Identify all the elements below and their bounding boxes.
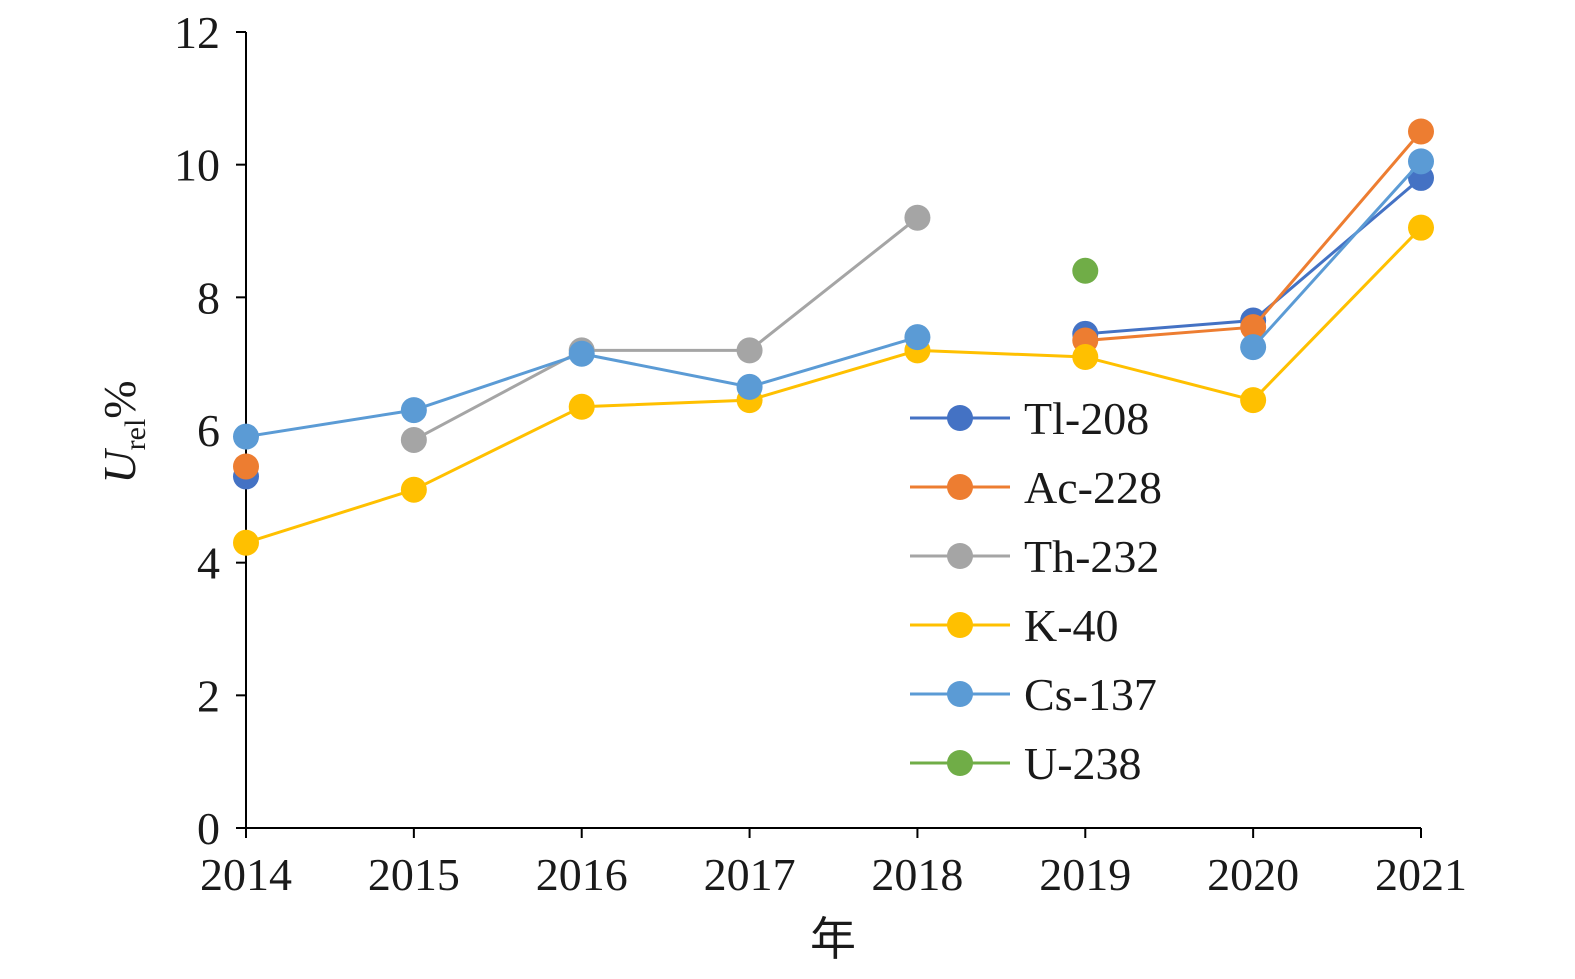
data-point-cs-137-2015: [400, 397, 427, 424]
y-ticks: 0 2 4 6 8 10 12: [174, 7, 246, 854]
legend-label: K-40: [1024, 600, 1119, 651]
series-line-segment: [244, 408, 416, 439]
y-axis-title: Urel%: [94, 380, 152, 483]
legend-item: Ac-228: [910, 462, 1162, 513]
series-line-segment: [915, 348, 1087, 359]
legend-item: K-40: [910, 600, 1119, 651]
legend-marker-swatch: [947, 543, 973, 569]
x-tick-label: 2015: [368, 849, 460, 900]
series-line-segment: [1251, 130, 1423, 329]
y-axis-title-suffix: %: [94, 380, 145, 418]
data-point-k-40-2015: [400, 476, 427, 503]
x-tick-label: 2017: [704, 849, 796, 900]
data-point-k-40-2021: [1408, 214, 1434, 241]
data-point-ac-228-2014: [233, 453, 259, 480]
legend-marker-swatch: [947, 612, 973, 638]
x-ticks: 2014 2015 2016 2017 2018 2019 2020 2021: [200, 828, 1467, 900]
y-axis-title-sub: rel: [119, 419, 152, 451]
series-u-238: [1072, 257, 1099, 284]
data-point-th-232-2018: [904, 204, 931, 231]
data-point-u-238-2019: [1072, 257, 1099, 284]
data-point-ac-228-2021: [1408, 118, 1434, 145]
data-point-cs-137-2016: [568, 340, 595, 367]
legend-label: U-238: [1024, 738, 1142, 789]
legend-item: U-238: [910, 738, 1142, 789]
data-point-cs-137-2020: [1240, 334, 1267, 361]
series-line-segment: [412, 348, 584, 442]
series-line-segment: [412, 352, 584, 412]
series-line-segment: [748, 335, 919, 389]
legend-label: Th-232: [1024, 531, 1159, 582]
legend-marker-swatch: [947, 750, 973, 776]
data-point-th-232-2017: [736, 337, 763, 364]
x-tick-label: 2020: [1207, 849, 1299, 900]
y-tick-label: 0: [197, 803, 220, 854]
series-line-segment: [748, 348, 919, 402]
x-tick-label: 2019: [1039, 849, 1131, 900]
data-point-cs-137-2017: [736, 373, 763, 400]
series-line-segment: [1251, 159, 1423, 349]
series-line-segment: [580, 352, 752, 389]
data-point-cs-137-2014: [233, 423, 259, 450]
data-point-ac-228-2020: [1240, 314, 1267, 341]
x-tick-label: 2021: [1375, 849, 1467, 900]
legend-label: Tl-208: [1024, 393, 1149, 444]
y-axis-title-main: U: [94, 448, 145, 484]
series-ac-228: [233, 118, 1434, 480]
data-point-th-232-2015: [400, 426, 427, 453]
data-point-k-40-2016: [568, 393, 595, 420]
legend: Tl-208 Ac-228 Th-232 K-40 Cs-137 U-238: [910, 393, 1162, 789]
data-point-cs-137-2018: [904, 324, 931, 351]
x-tick-label: 2014: [200, 849, 292, 900]
series-line-segment: [1083, 319, 1255, 336]
series-th-232: [400, 204, 931, 453]
y-tick-label: 2: [197, 670, 220, 721]
y-tick-label: 8: [197, 272, 220, 323]
data-point-k-40-2014: [233, 529, 259, 556]
legend-label: Cs-137: [1024, 669, 1157, 720]
legend-item: Cs-137: [910, 669, 1157, 720]
data-point-k-40-2019: [1072, 344, 1099, 371]
series-line-segment: [580, 398, 752, 409]
series-line-segment: [1083, 325, 1255, 342]
y-tick-label: 4: [197, 538, 220, 589]
series-k-40: [233, 214, 1434, 556]
legend-item: Tl-208: [910, 393, 1149, 444]
legend-label: Ac-228: [1024, 462, 1162, 513]
legend-marker-swatch: [947, 405, 973, 431]
series-line-segment: [748, 216, 919, 352]
legend-marker-swatch: [947, 474, 973, 500]
series-line-segment: [412, 405, 584, 492]
series-line-segment: [1251, 226, 1423, 402]
series-line-segment: [244, 488, 416, 545]
y-tick-label: 12: [174, 7, 220, 58]
data-point-k-40-2020: [1240, 387, 1267, 414]
x-tick-label: 2016: [536, 849, 628, 900]
legend-item: Th-232: [910, 531, 1159, 582]
series-cs-137: [233, 148, 1434, 450]
data-point-cs-137-2021: [1408, 148, 1434, 175]
series-layer: [233, 118, 1434, 556]
x-axis-title: 年: [810, 914, 856, 965]
x-tick-label: 2018: [871, 849, 963, 900]
y-tick-label: 6: [197, 405, 220, 456]
y-tick-label: 10: [174, 140, 220, 191]
series-line-segment: [1083, 355, 1255, 402]
legend-marker-swatch: [947, 681, 973, 707]
